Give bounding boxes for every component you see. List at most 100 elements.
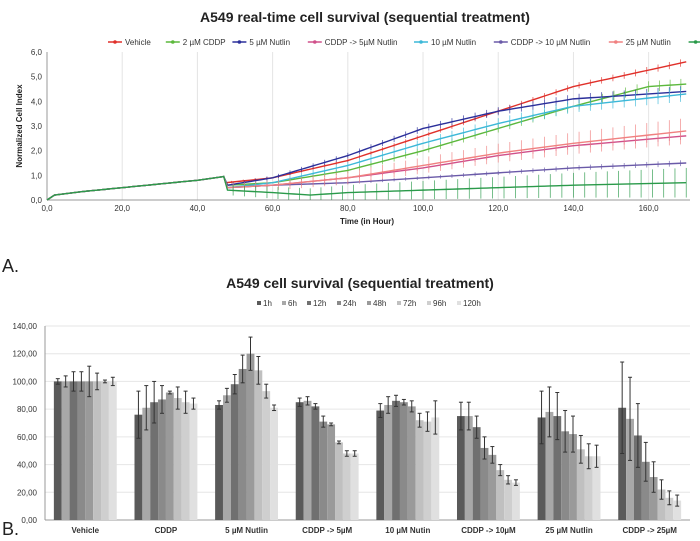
y-tick-label: 3,0 <box>31 122 43 131</box>
bar <box>215 404 223 520</box>
bar <box>545 411 554 520</box>
bar <box>238 368 247 520</box>
y-tick-label: 0,0 <box>31 196 43 205</box>
category-label: CDDP -> 5µM <box>302 526 352 535</box>
x-tick-label: 80,0 <box>340 204 356 213</box>
bar <box>618 407 627 520</box>
legend-entry: 120h <box>463 299 481 308</box>
category-label: 25 µM Nutlin <box>545 526 592 535</box>
legend-swatch <box>397 301 401 305</box>
legend-marker <box>113 40 117 44</box>
bar <box>61 381 70 520</box>
legend-entry: 72h <box>403 299 416 308</box>
bar <box>254 370 263 520</box>
bar <box>392 400 400 520</box>
legend-entry: 25 µM Nutlin <box>626 38 671 47</box>
bar <box>384 404 393 520</box>
bar <box>584 456 593 520</box>
y-tick-label: 40,00 <box>17 461 38 470</box>
bar <box>319 421 328 520</box>
legend-entry: 12h <box>313 299 326 308</box>
legend-entry: 5 µM Nutlin <box>249 38 290 47</box>
bar <box>350 453 359 520</box>
bar <box>496 470 505 520</box>
y-tick-label: 140,00 <box>13 322 38 331</box>
legend-marker <box>693 40 698 44</box>
bar <box>295 402 304 520</box>
bar <box>504 479 513 520</box>
y-tick-label: 60,00 <box>17 433 38 442</box>
bar <box>488 454 497 520</box>
bar <box>657 489 666 520</box>
bar <box>415 420 424 520</box>
x-tick-label: 100,0 <box>413 204 434 213</box>
legend-entry: 1h <box>263 299 272 308</box>
legend-marker <box>419 40 423 44</box>
bar <box>150 402 159 520</box>
x-tick-label: 60,0 <box>265 204 281 213</box>
category-label: 10 µM Nutin <box>385 526 430 535</box>
bar <box>311 406 320 520</box>
bar <box>480 447 489 520</box>
legend-swatch <box>367 301 371 305</box>
x-tick-label: 20,0 <box>114 204 130 213</box>
legend-swatch <box>282 301 286 305</box>
bar <box>456 416 465 520</box>
y-tick-label: 100,00 <box>13 377 38 386</box>
chart-a-ylabel: Normalized Cell Index <box>15 84 24 168</box>
x-tick-label: 120,0 <box>488 204 509 213</box>
legend-entry: 6h <box>288 299 297 308</box>
y-tick-label: 1,0 <box>31 171 43 180</box>
y-tick-label: 120,00 <box>13 350 38 359</box>
bar <box>158 399 166 520</box>
category-label: 5 µM Nutlin <box>225 526 268 535</box>
chart-a-title: A549 real-time cell survival (sequential… <box>200 9 530 25</box>
legend-entry: CDDP -> 10 µM Nutlin <box>511 38 590 47</box>
bar <box>553 416 562 520</box>
bar <box>77 381 86 520</box>
category-label: CDDP -> 25µM <box>622 526 677 535</box>
bar <box>407 406 416 520</box>
bar <box>592 456 601 520</box>
legend-marker <box>614 40 618 44</box>
chart-b-title: A549 cell survival (sequential treatment… <box>226 275 494 291</box>
legend-entry: Vehicle <box>125 38 151 47</box>
legend-entry: 2 µM CDDP <box>183 38 226 47</box>
bar <box>561 431 570 520</box>
bar <box>134 414 143 520</box>
bar <box>569 434 577 520</box>
bar <box>101 381 109 520</box>
bar <box>576 449 585 520</box>
bar <box>665 497 674 520</box>
bar <box>142 407 151 520</box>
bar <box>230 384 239 520</box>
bar <box>270 407 279 520</box>
bar <box>673 500 682 520</box>
legend-swatch <box>457 301 461 305</box>
legend-entry: CDDP -> 5µM Nutlin <box>325 38 398 47</box>
legend-swatch <box>257 301 261 305</box>
bar <box>108 381 117 520</box>
bar <box>342 453 351 520</box>
bar <box>633 435 642 520</box>
y-tick-label: 6,0 <box>31 48 43 57</box>
bar <box>512 482 520 520</box>
bar <box>626 418 634 520</box>
legend-swatch <box>337 301 341 305</box>
category-label: CDDP <box>155 526 178 535</box>
series-line-7 <box>46 175 687 201</box>
legend-marker <box>499 40 503 44</box>
y-tick-label: 80,00 <box>17 405 38 414</box>
chart-a-xlabel: Time (in Hour) <box>340 217 394 226</box>
bar <box>93 381 102 520</box>
bar <box>222 395 231 520</box>
bar <box>472 427 481 520</box>
bar <box>641 461 650 520</box>
bar <box>649 477 658 520</box>
x-tick-label: 160,0 <box>639 204 660 213</box>
bar <box>303 400 312 520</box>
bar <box>464 416 473 520</box>
category-label: Vehicle <box>72 526 100 535</box>
panel-label-b: B. <box>2 519 19 539</box>
